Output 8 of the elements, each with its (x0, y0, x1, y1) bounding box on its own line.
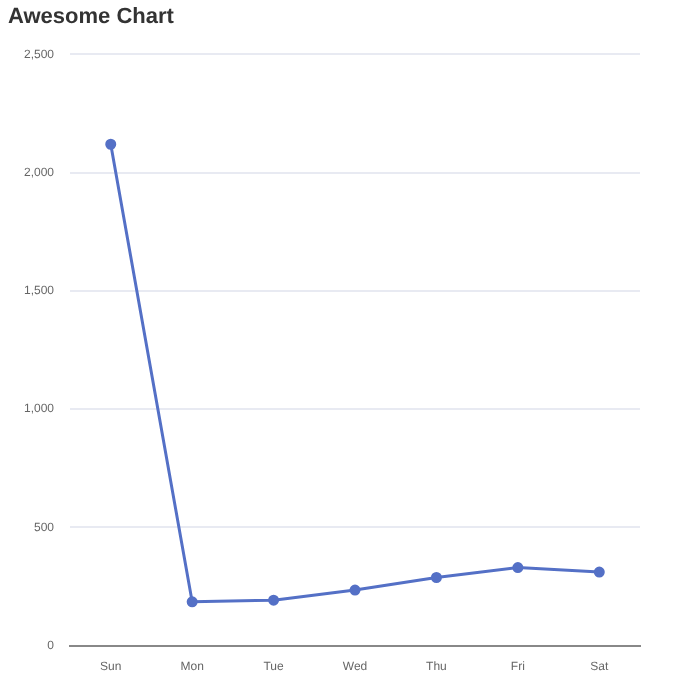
chart-title: Awesome Chart (8, 5, 175, 30)
point (349, 584, 361, 596)
point (105, 138, 117, 150)
point (512, 562, 524, 574)
point (593, 566, 605, 578)
point (430, 571, 442, 583)
point (186, 596, 198, 608)
point (268, 594, 280, 606)
